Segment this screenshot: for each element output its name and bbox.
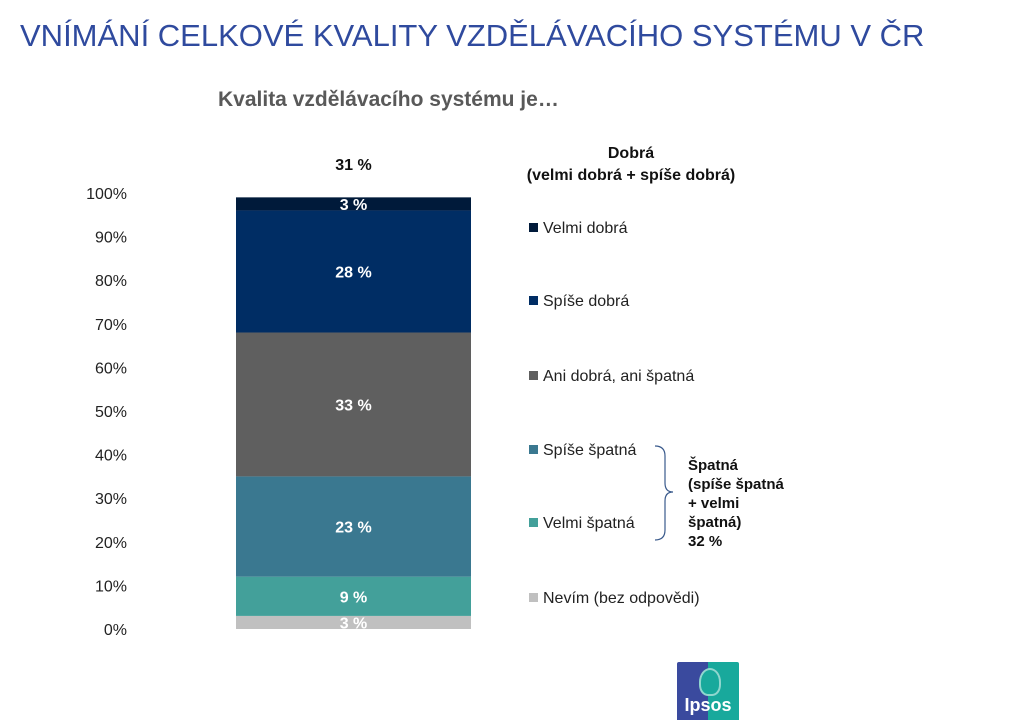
bad-label-line: (spíše špatná <box>688 476 784 493</box>
good-group-label: Dobrá (velmi dobrá + spíše dobrá) <box>490 143 772 187</box>
data-label: 33 % <box>335 397 371 414</box>
bar-segment <box>236 476 471 577</box>
bad-group-label: Špatná (spíše špatná + velmi špatná) 32 … <box>688 456 808 551</box>
y-tick-label: 70% <box>95 317 127 334</box>
y-tick-label: 0% <box>104 622 127 639</box>
bad-label-line: 32 % <box>688 533 723 550</box>
good-label-line: (velmi dobrá + spíše dobrá) <box>526 167 736 184</box>
bar-segment <box>236 576 471 616</box>
data-label: 3 % <box>340 615 368 632</box>
bar-segment <box>236 332 471 477</box>
y-tick-label: 30% <box>95 491 127 508</box>
bar-segment <box>236 210 471 333</box>
legend-swatch <box>529 518 538 527</box>
y-tick-label: 100% <box>86 186 127 203</box>
legend-label: Velmi dobrá <box>543 220 628 237</box>
y-tick-label: 60% <box>95 360 127 377</box>
legend-label: Ani dobrá, ani špatná <box>543 368 694 385</box>
legend-swatch <box>529 371 538 380</box>
y-tick-label: 90% <box>95 230 127 247</box>
bad-label-line: špatná) <box>688 514 742 531</box>
legend-label: Nevím (bez odpovědi) <box>543 590 700 607</box>
data-label: 9 % <box>340 589 368 606</box>
bar-segment <box>236 615 471 629</box>
y-tick-label: 40% <box>95 448 127 465</box>
y-tick-label: 50% <box>95 404 127 421</box>
y-tick-label: 10% <box>95 578 127 595</box>
ipsos-logo: Ipsos <box>677 662 739 720</box>
data-label: 23 % <box>335 520 371 537</box>
legend-swatch <box>529 223 538 232</box>
y-tick-label: 20% <box>95 535 127 552</box>
page-title: VNÍMÁNÍ CELKOVÉ KVALITY VZDĚLÁVACÍHO SYS… <box>20 18 925 53</box>
bad-label-line: + velmi <box>688 495 740 512</box>
good-total-label: 31 % <box>335 157 371 174</box>
data-label: 28 % <box>335 264 371 281</box>
bad-label-line: Špatná <box>688 457 739 474</box>
legend-swatch <box>529 296 538 305</box>
legend-swatch <box>529 593 538 602</box>
logo-head-icon <box>699 668 721 696</box>
legend-swatch <box>529 445 538 454</box>
y-tick-label: 80% <box>95 273 127 290</box>
legend-label: Spíše dobrá <box>543 293 629 310</box>
brace-icon <box>654 445 674 541</box>
chart-title: Kvalita vzdělávacího systému je… <box>218 88 559 111</box>
good-label-line: Dobrá <box>607 145 655 162</box>
legend-label: Spíše špatná <box>543 442 637 459</box>
data-label: 3 % <box>340 197 368 214</box>
bar-segment <box>236 197 471 211</box>
legend-label: Velmi špatná <box>543 515 635 532</box>
